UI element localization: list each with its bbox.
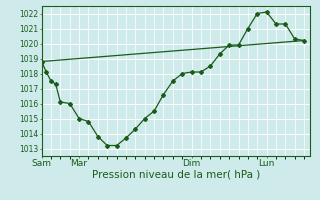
X-axis label: Pression niveau de la mer( hPa ): Pression niveau de la mer( hPa ) [92,169,260,179]
